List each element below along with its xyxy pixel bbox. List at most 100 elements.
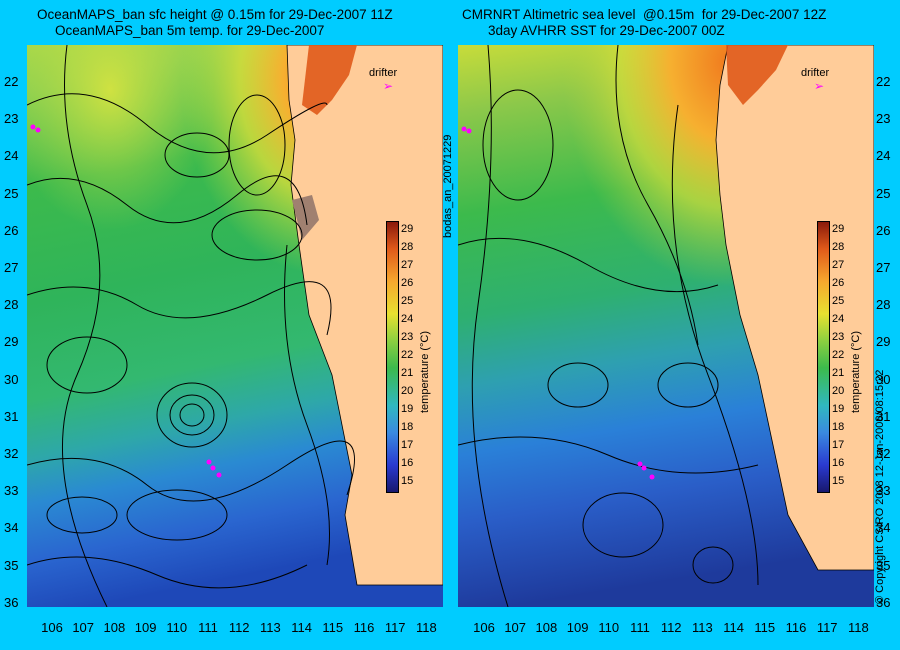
lat-tick-label: 25 (876, 185, 891, 201)
lon-tick-label: 114 (291, 620, 312, 635)
lon-tick-label: 108 (103, 620, 126, 635)
colorbar-tick-label: 26 (401, 277, 414, 289)
colorbar-tick-label: 15 (401, 475, 414, 487)
colorbar-tick-label: 27 (832, 259, 845, 271)
lon-tick-label: 115 (322, 620, 344, 635)
right-title-line2: 3day AVHRR SST for 29-Dec-2007 00Z (488, 23, 725, 38)
colorbar-tick-label: 23 (401, 331, 414, 343)
lat-tick-label: 27 (4, 260, 19, 275)
lon-tick-label: 116 (785, 620, 807, 635)
colorbar-tick-label: 18 (401, 421, 414, 433)
left-title-line1: OceanMAPS_ban sfc height @ 0.15m for 29-… (37, 7, 393, 22)
lat-tick-label: 23 (4, 111, 19, 127)
lat-tick-label: 25 (4, 185, 19, 201)
colorbar-tick-label: 15 (832, 475, 845, 487)
colorbar-tick-label: 22 (832, 349, 845, 361)
colorbar-tick-label: 16 (401, 457, 414, 469)
lon-tick-label: 113 (260, 620, 281, 635)
lat-tick-label: 36 (4, 594, 19, 610)
lon-tick-label: 108 (535, 620, 558, 635)
lat-tick-label: 26 (876, 222, 891, 238)
lon-tick-label: 111 (630, 620, 650, 635)
colorbar-right (817, 221, 830, 493)
lat-tick-label: 31 (876, 408, 891, 424)
drifter-markers (461, 126, 655, 480)
lat-tick-label: 22 (4, 74, 19, 89)
lon-tick-label: 117 (816, 620, 838, 635)
colorbar-tick-label: 20 (832, 385, 845, 397)
lat-tick-label: 23 (876, 111, 891, 127)
lon-tick-label: 112 (228, 620, 250, 635)
lon-tick-label: 115 (754, 620, 776, 635)
lon-tick-label: 109 (134, 620, 157, 635)
drifter-arrow-right: ➢ (814, 79, 825, 93)
lat-tick-label: 29 (876, 334, 891, 350)
colorbar-tick-label: 25 (832, 295, 845, 307)
lon-tick-label: 116 (353, 620, 375, 635)
colorbar-tick-label: 22 (401, 349, 414, 361)
lon-tick-label: 107 (504, 620, 527, 635)
drifter-markers (30, 124, 222, 478)
lat-tick-label: 33 (4, 483, 19, 499)
sea-level-contours (27, 45, 355, 607)
lat-tick-label: 27 (876, 260, 891, 275)
colorbar-tick-label: 24 (401, 313, 414, 325)
colorbar-left (386, 221, 399, 493)
colorbar-tick-label: 29 (401, 223, 414, 235)
colorbar-tick-label: 17 (401, 439, 414, 451)
lon-tick-label: 113 (692, 620, 713, 635)
lat-tick-label: 22 (876, 74, 891, 89)
lat-tick-label: 29 (4, 334, 19, 350)
bodas-label: bodas_an_20071229 (442, 134, 454, 238)
lon-tick-label: 118 (416, 620, 437, 635)
colorbar-tick-label: 17 (832, 439, 845, 451)
colorbar-tick-label: 18 (832, 421, 845, 433)
lon-tick-label: 111 (198, 620, 218, 635)
drifter-label-left: drifter (369, 67, 398, 79)
lat-tick-label: 28 (876, 297, 891, 313)
colorbar-tick-label: 19 (832, 403, 845, 415)
left-title-line2: OceanMAPS_ban 5m temp. for 29-Dec-2007 (55, 23, 325, 38)
lat-tick-label: 30 (4, 371, 19, 387)
right-title-line1: CMRNRT Altimetric sea level @0.15m for 2… (462, 7, 827, 22)
lon-tick-label: 112 (660, 620, 682, 635)
lon-tick-label: 106 (473, 620, 495, 635)
colorbar-tick-label: 19 (401, 403, 414, 415)
drifter-label-right: drifter (801, 67, 830, 79)
lat-tick-label: 32 (4, 446, 19, 461)
lon-tick-label: 109 (566, 620, 589, 635)
lat-tick-label: 26 (4, 222, 19, 238)
colorbar-tick-label: 28 (401, 241, 414, 253)
colorbar-tick-label: 24 (832, 313, 845, 325)
lat-tick-label: 32 (876, 446, 891, 461)
colorbar-tick-label: 26 (832, 277, 845, 289)
sea-level-contours (458, 45, 759, 607)
lon-tick-label: 118 (848, 620, 869, 635)
lat-tick-label: 33 (876, 483, 891, 499)
colorbar-tick-label: 25 (401, 295, 414, 307)
lon-tick-label: 110 (166, 620, 188, 635)
lat-tick-label: 24 (876, 148, 891, 164)
colorbar-tick-label: 29 (832, 223, 845, 235)
lon-tick-label: 106 (41, 620, 63, 635)
lon-tick-label: 117 (384, 620, 406, 635)
lat-tick-label: 35 (876, 557, 891, 573)
land-mass (715, 45, 874, 571)
left-map-panel: drifter ➢ temperature (°C) 15 16 17 18 19 20 2… (27, 45, 443, 607)
lon-tick-label: 107 (72, 620, 95, 635)
lat-tick-label: 34 (876, 520, 891, 536)
colorbar-tick-label: 27 (401, 259, 414, 271)
lat-tick-label: 31 (4, 408, 19, 424)
lat-tick-label: 35 (4, 557, 19, 573)
lat-tick-label: 24 (4, 148, 19, 164)
colorbar-tick-label: 23 (832, 331, 845, 343)
colorbar-tick-label: 20 (401, 385, 414, 397)
land-mass (286, 45, 443, 586)
colorbar-tick-label: 28 (832, 241, 845, 253)
lat-tick-label: 36 (876, 594, 891, 610)
lat-tick-label: 34 (4, 520, 19, 536)
lon-tick-label: 114 (723, 620, 744, 635)
colorbar-tick-label: 21 (832, 367, 845, 379)
lat-tick-label: 28 (4, 297, 19, 313)
right-map-panel: drifter ➢ temperature (°C) 15 16 17 18 19 20 2… (458, 45, 874, 607)
